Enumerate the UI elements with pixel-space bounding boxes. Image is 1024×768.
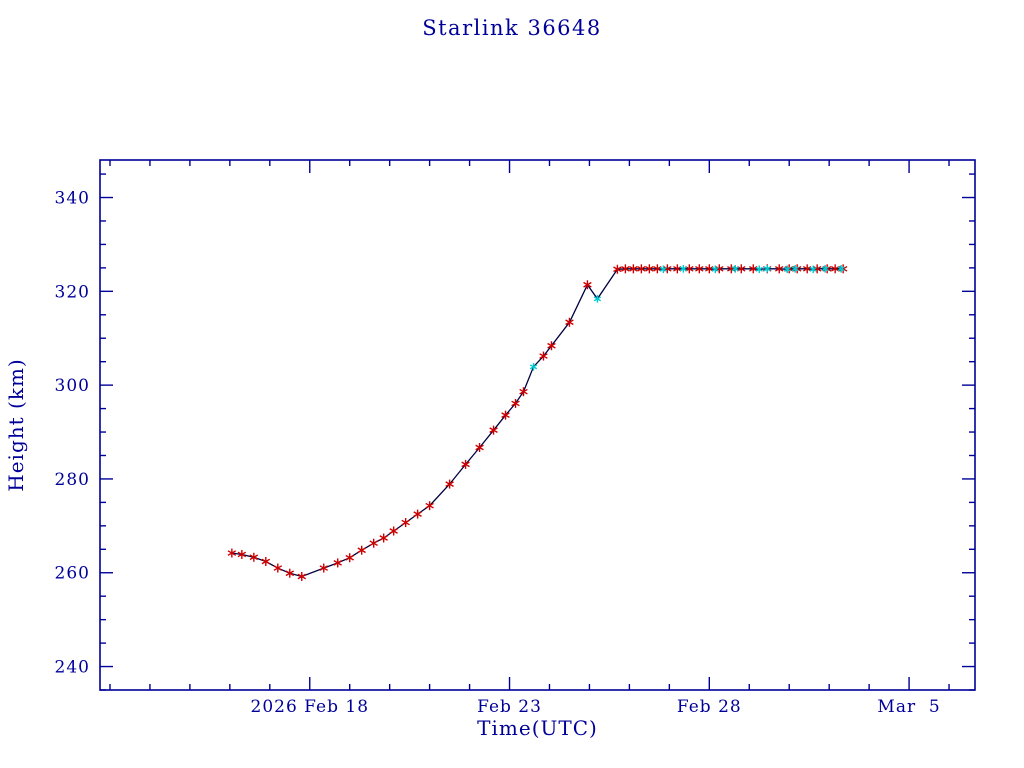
x-tick-label: 2026 Feb 18 [251,697,370,717]
measured-height-marker [583,281,592,288]
measured-height-marker [802,265,812,272]
y-tick-label: 300 [55,376,90,396]
measured-height-marker [227,550,237,556]
predicted-height-marker [783,266,791,272]
measured-height-marker [705,265,714,272]
measured-height-marker [297,573,307,580]
measured-height-marker [345,554,354,561]
predicted-height-marker [755,266,763,272]
measured-height-marker [645,265,654,272]
measured-height-marker [653,265,662,272]
plot-frame [99,159,976,691]
measured-height-marker [695,265,704,272]
measured-height-marker [249,554,259,561]
measured-height-marker [261,558,271,565]
measured-height-marker [547,342,556,349]
x-tick-label: Feb 28 [677,697,742,717]
measured-height-marker [613,266,622,273]
height-curve [231,268,844,578]
measured-height-marker [273,565,283,571]
measured-height-marker [475,444,484,451]
x-tick-label: Feb 23 [477,697,542,717]
predicted-height-marker [731,266,739,272]
measured-height-marker [629,265,638,272]
measured-height-marker [389,528,398,534]
measured-height-marker [501,412,510,419]
x-axis-label: Time(UTC) [477,716,598,740]
predicted-height-marker [529,364,538,370]
measured-height-marker [774,265,784,272]
measured-height-marker [333,560,342,566]
measured-height-marker [319,565,328,571]
measured-height-marker [637,265,646,272]
measured-height-marker [285,570,295,577]
predicted-height-marker [593,296,602,302]
measured-height-marker [749,265,758,272]
y-tick-label: 280 [55,470,90,490]
measured-height-marker [237,551,247,558]
y-tick-label: 340 [55,189,90,209]
measured-height-marker [519,388,528,395]
predicted-height-marker [659,266,667,272]
predicted-height-marker [837,266,845,272]
measured-height-marker [401,519,410,526]
predicted-height-marker [809,266,817,272]
predicted-height-marker [791,266,799,272]
measured-height-marker [511,400,520,407]
measured-height-marker [357,547,366,554]
predicted-height-marker [821,266,829,272]
y-tick-label: 240 [55,658,90,678]
measured-height-marker [489,427,498,434]
measured-height-marker [621,265,630,272]
chart-title: Starlink 36648 [422,16,602,40]
measured-height-marker [379,535,388,541]
measured-height-marker [425,502,434,509]
y-tick-label: 320 [55,282,90,302]
measured-height-marker [413,511,422,517]
measured-height-marker [445,481,454,487]
measured-height-marker [369,540,378,547]
predicted-height-marker [763,266,771,272]
measured-height-marker [539,353,548,359]
x-tick-label: Mar 5 [877,697,940,717]
predicted-height-marker [711,266,719,272]
measured-height-marker [565,319,574,326]
y-axis-label: Height (km) [4,358,28,492]
y-tick-label: 260 [55,564,90,584]
predicted-height-marker [679,266,687,272]
measured-height-marker [461,461,470,468]
